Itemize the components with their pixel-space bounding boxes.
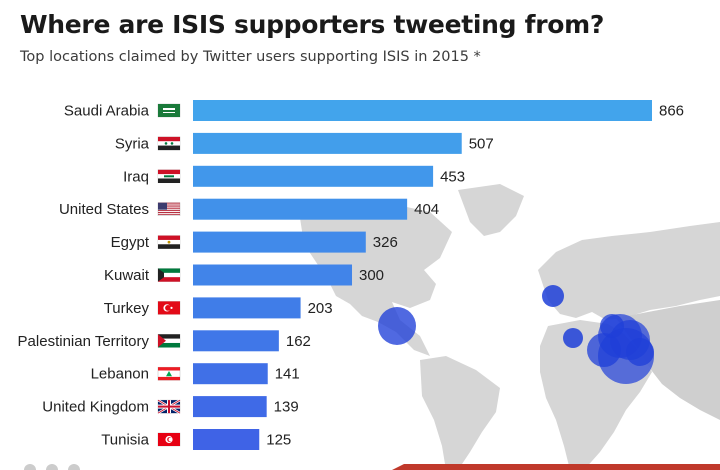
flag-syria-icon bbox=[157, 136, 181, 151]
bar bbox=[193, 363, 268, 385]
bubble-usa bbox=[378, 307, 416, 345]
flag-united-states-icon bbox=[157, 202, 181, 216]
value-label: 203 bbox=[308, 300, 333, 317]
category-label: Turkey bbox=[104, 300, 150, 317]
flag-saudi-arabia-icon bbox=[157, 103, 181, 118]
category-label: Lebanon bbox=[91, 366, 149, 383]
bar bbox=[193, 330, 279, 352]
flag-palestine-icon bbox=[157, 334, 181, 348]
value-label: 125 bbox=[266, 432, 291, 449]
map-europe bbox=[538, 222, 720, 320]
value-label: 162 bbox=[286, 333, 311, 350]
flag-lebanon-icon bbox=[157, 366, 181, 381]
category-label: United States bbox=[59, 201, 149, 218]
flag-iraq-icon bbox=[157, 169, 181, 184]
bubble-kuwait bbox=[626, 338, 654, 366]
value-label: 300 bbox=[359, 267, 384, 284]
bubble-uk bbox=[542, 285, 564, 307]
flag-turkey-icon bbox=[157, 301, 181, 315]
value-label: 866 bbox=[659, 103, 684, 120]
value-label: 326 bbox=[373, 234, 398, 251]
bar bbox=[193, 264, 353, 286]
map-bubbles bbox=[378, 285, 654, 384]
bar bbox=[193, 231, 366, 253]
category-label: Saudi Arabia bbox=[64, 103, 150, 120]
bar bbox=[193, 132, 462, 154]
flag-kuwait-icon bbox=[157, 268, 181, 282]
category-label: Syria bbox=[115, 135, 150, 152]
bar bbox=[193, 165, 434, 187]
bottom-decoration bbox=[24, 464, 720, 470]
bubble-tunisia bbox=[563, 328, 583, 348]
value-label: 404 bbox=[414, 201, 439, 218]
chart-title: Where are ISIS supporters tweeting from? bbox=[20, 10, 605, 39]
category-label: Tunisia bbox=[101, 432, 149, 449]
flag-united-kingdom-icon bbox=[157, 399, 181, 415]
bar bbox=[193, 429, 260, 450]
bar bbox=[193, 100, 652, 121]
bubble-egypt bbox=[587, 333, 621, 367]
map-south-america bbox=[420, 356, 500, 470]
value-label: 453 bbox=[440, 168, 465, 185]
category-label: Egypt bbox=[111, 234, 150, 251]
category-label: Iraq bbox=[123, 168, 149, 185]
chart-subtitle: Top locations claimed by Twitter users s… bbox=[20, 49, 481, 65]
value-label: 139 bbox=[274, 399, 299, 416]
category-label: Palestinian Territory bbox=[18, 333, 150, 350]
bars-group: Saudi Arabia 866 Syria 507 Iraq 453 United Sta… bbox=[18, 100, 684, 450]
value-label: 141 bbox=[275, 366, 300, 383]
bar bbox=[193, 297, 301, 319]
map-greenland bbox=[458, 184, 524, 236]
bubble-turkey bbox=[600, 314, 624, 338]
flag-tunisia-icon bbox=[157, 432, 181, 447]
category-label: Kuwait bbox=[104, 267, 150, 284]
bar bbox=[193, 396, 267, 418]
value-label: 507 bbox=[469, 135, 494, 152]
bar bbox=[193, 198, 408, 220]
flag-egypt-icon bbox=[157, 235, 181, 249]
category-label: United Kingdom bbox=[42, 399, 149, 416]
